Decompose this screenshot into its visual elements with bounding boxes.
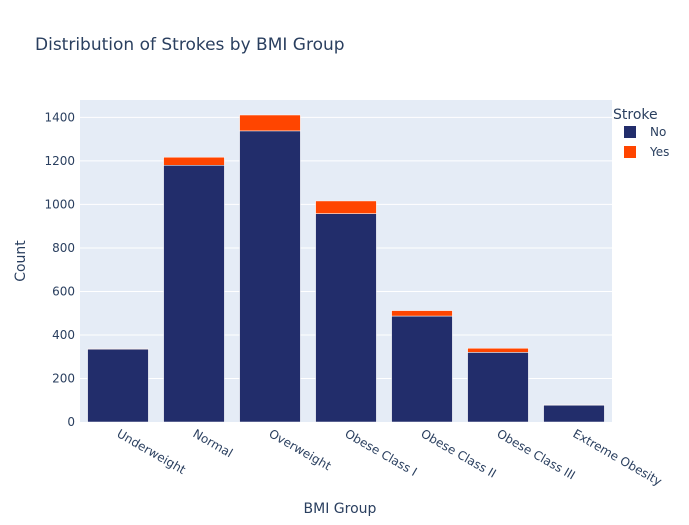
y-tick-label: 1400 (44, 110, 75, 124)
x-tick-label: Obese Class II (419, 426, 499, 480)
y-axis-title: Count (13, 240, 29, 282)
bar-no-5 (467, 352, 529, 423)
y-tick-label: 1000 (44, 197, 75, 211)
x-tick-label: Extreme Obesity (571, 426, 665, 488)
y-tick-label: 1200 (44, 154, 75, 168)
y-tick-label: 400 (52, 328, 75, 342)
bar-no-6 (543, 404, 605, 423)
x-tick-label: Obese Class III (495, 426, 578, 482)
legend-swatch-yes (624, 146, 636, 158)
y-axis-ticks: 0 200 400 600 800 1000 1200 1400 (44, 110, 75, 429)
legend-label-no: No (650, 125, 666, 139)
y-tick-label: 800 (52, 241, 75, 255)
bars (87, 114, 605, 423)
bar-yes-5 (467, 347, 529, 353)
bar-yes-4 (391, 310, 453, 317)
x-tick-label: Normal (191, 426, 236, 460)
bar-no-1 (163, 165, 225, 423)
y-tick-label: 600 (52, 284, 75, 298)
x-tick-label: Obese Class I (343, 426, 420, 479)
x-tick-label: Underweight (115, 426, 189, 477)
x-axis-ticks: Underweight Normal Overweight Obese Class I… (115, 426, 665, 488)
x-axis-title: BMI Group (304, 501, 377, 517)
bar-no-3 (315, 213, 377, 423)
bar-no-2 (239, 130, 301, 423)
y-tick-label: 200 (52, 371, 75, 385)
bar-yes-3 (315, 200, 377, 214)
y-tick-label: 0 (67, 415, 75, 429)
bar-yes-1 (163, 156, 225, 166)
x-tick-label: Overweight (267, 426, 334, 473)
bar-no-4 (391, 315, 453, 423)
legend-swatch-no (624, 126, 636, 138)
legend: Stroke No Yes (613, 107, 669, 159)
legend-title: Stroke (613, 107, 658, 123)
chart-title: Distribution of Strokes by BMI Group (35, 35, 345, 55)
legend-items: No Yes (624, 125, 669, 159)
bar-yes-2 (239, 114, 301, 132)
legend-label-yes: Yes (649, 145, 669, 159)
bar-no-0 (87, 348, 149, 423)
